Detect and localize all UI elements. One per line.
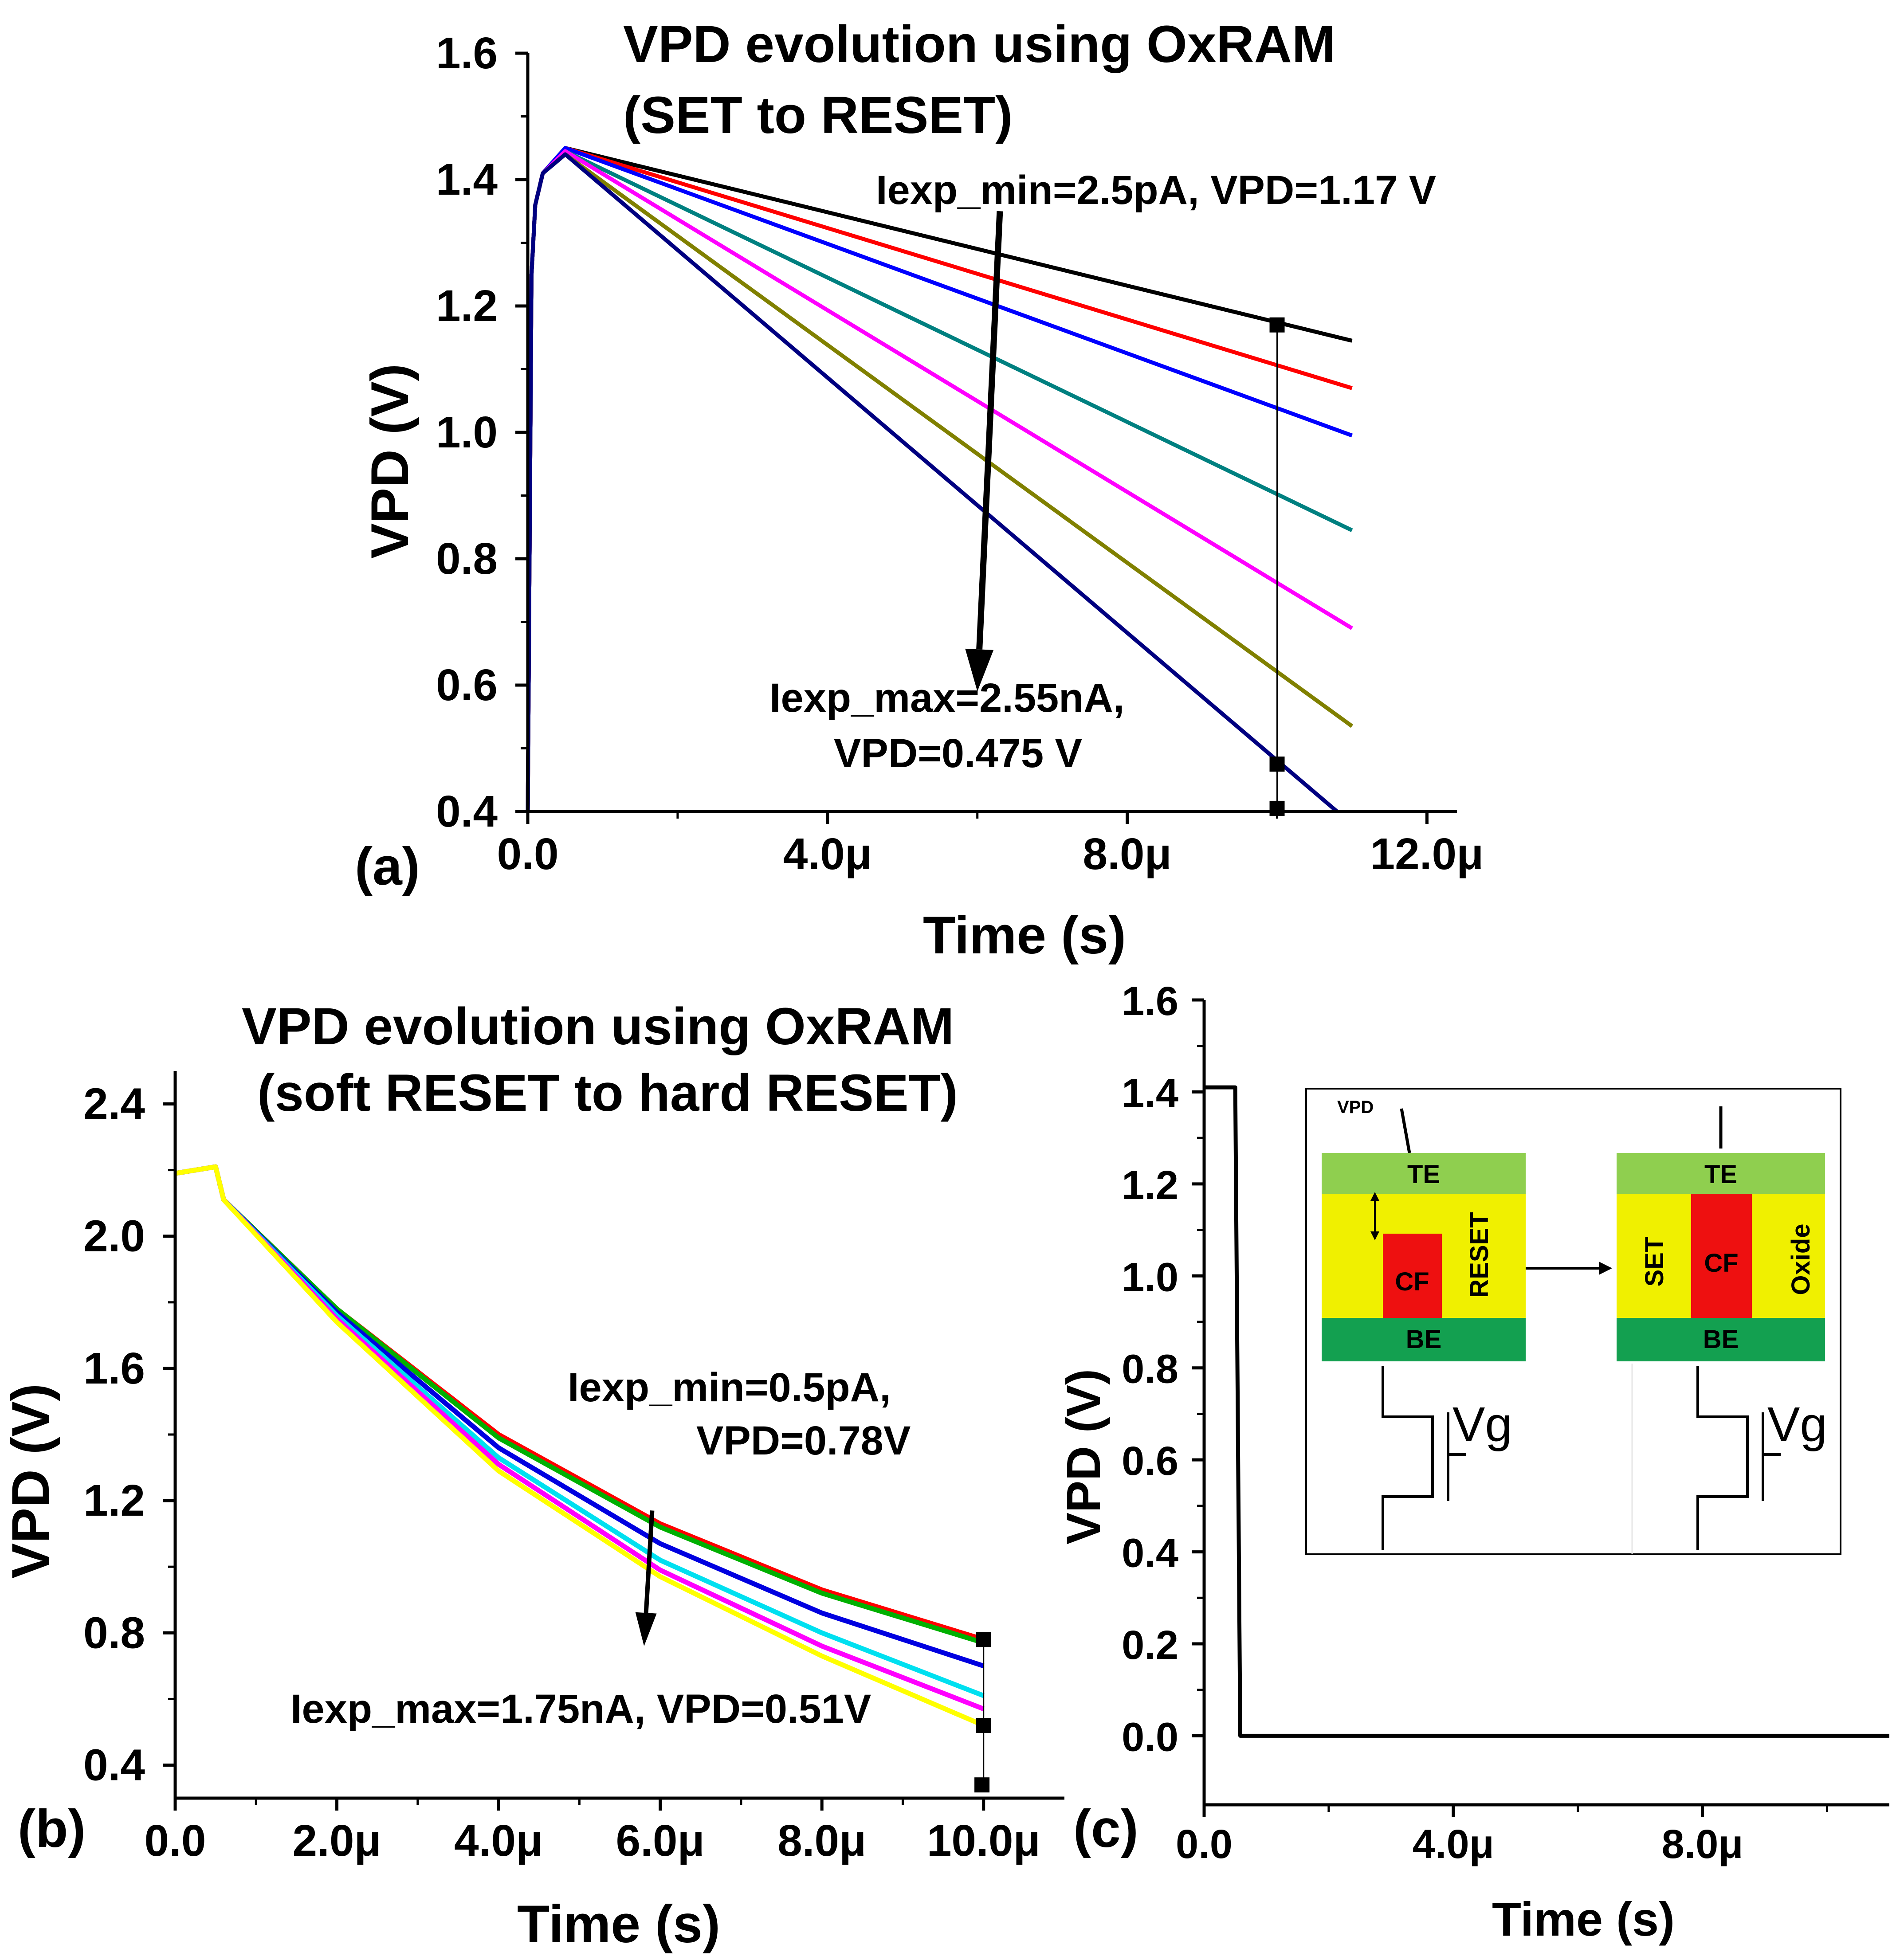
inset-right-be-label: BE (1703, 1325, 1739, 1354)
chart-b-title-line2: (soft RESET to hard RESET) (257, 1064, 958, 1122)
y-tick-label: 2.4 (83, 1079, 145, 1129)
y-tick-label: 2.0 (83, 1211, 145, 1261)
trend-arrow (644, 1510, 655, 1613)
inset-left-transistor (1382, 1366, 1466, 1550)
chart-b: VPD evolution using OxRAM (soft RESET to… (1, 997, 1064, 1954)
y-tick-label: 0.4 (436, 787, 498, 836)
y-tick-label: 0.2 (1122, 1623, 1178, 1668)
y-tick-label: 1.6 (1122, 979, 1178, 1024)
x-tick-label: 0.0 (1176, 1822, 1233, 1867)
y-tick-label: 1.2 (1122, 1163, 1178, 1208)
y-tick-label: 0.8 (436, 534, 498, 584)
panel-label-b: (b) (18, 1799, 86, 1858)
chart-c: 0.0 0.2 0.4 0.6 0.8 1.0 1.2 1.4 1.6 0.0 4.0μ 8.0μ T… (1056, 979, 1889, 1946)
x-tick-label: 6.0μ (616, 1816, 705, 1866)
trend-arrow-head (965, 648, 994, 692)
chart-b-xlabel: Time (s) (517, 1894, 720, 1954)
inset-left-cf-label: CF (1395, 1267, 1429, 1296)
trend-arrow (976, 211, 1003, 650)
y-tick-label: 0.4 (83, 1740, 145, 1790)
inset-left-cf (1383, 1234, 1442, 1318)
data-marker (1269, 317, 1285, 333)
y-tick-label: 1.0 (1122, 1254, 1178, 1300)
inset-left-wire-top (1400, 1108, 1411, 1153)
chart-c-ylabel: VPD (V) (1056, 1369, 1110, 1544)
inset-right-be (1617, 1318, 1825, 1361)
y-tick-label: 0.4 (1122, 1531, 1178, 1576)
y-tick-label: 1.0 (436, 408, 498, 457)
y-tick-label: 0.6 (436, 660, 498, 710)
chart-a-xlabel: Time (s) (923, 906, 1126, 965)
inset-left-be (1322, 1318, 1526, 1361)
chart-a-annotation-top: Iexp_min=2.5pA, VPD=1.17 V (876, 168, 1436, 213)
oxram-inset: VPD TE CF BE RESET TE CF BE SET (1305, 1088, 1841, 1555)
x-tick-label: 12.0μ (1370, 829, 1484, 879)
panel-label-a: (a) (355, 837, 420, 896)
inset-right-te-label: TE (1704, 1160, 1737, 1189)
inset-vg-right: Vg (1767, 1397, 1827, 1452)
inset-right-set-label: SET (1640, 1237, 1669, 1287)
chart-a-title-line1: VPD evolution using OxRAM (623, 15, 1335, 74)
inset-right-cf-label: CF (1704, 1249, 1738, 1278)
chart-a-ylabel: VPD (V) (360, 364, 420, 559)
x-tick-label: 0.0 (144, 1816, 206, 1866)
y-tick-label: 1.4 (1122, 1070, 1178, 1116)
x-tick-label: 10.0μ (927, 1816, 1040, 1866)
chart-b-title-line1: VPD evolution using OxRAM (242, 997, 954, 1056)
data-marker (1269, 800, 1285, 816)
y-tick-label: 1.6 (436, 28, 498, 78)
data-marker (1269, 757, 1285, 772)
chart-a-annotation-bottom-line2: VPD=0.475 V (834, 731, 1082, 776)
data-marker (976, 1718, 991, 1733)
inset-transition-arrow-head (1599, 1262, 1612, 1275)
inset-right-cf (1691, 1194, 1752, 1318)
y-tick-label: 0.6 (1122, 1439, 1178, 1484)
inset-left-te-label: TE (1407, 1160, 1440, 1189)
chart-a-annotation-bottom-line1: Iexp_max=2.55nA, (769, 675, 1124, 721)
y-tick-label: 1.2 (83, 1476, 145, 1525)
inset-gap-arrow-head-down (1370, 1231, 1379, 1240)
x-tick-label: 4.0μ (1413, 1822, 1494, 1867)
inset-left-te (1322, 1153, 1526, 1194)
chart-b-annotation-bottom: Iexp_max=1.75nA, VPD=0.51V (290, 1686, 871, 1732)
series-blue (175, 1164, 985, 1669)
trend-arrow-head (635, 1612, 657, 1646)
data-marker (974, 1777, 990, 1793)
x-tick-label: 8.0μ (1662, 1822, 1743, 1867)
y-tick-label: 1.6 (83, 1344, 145, 1393)
inset-right-oxide-label: Oxide (1786, 1223, 1815, 1295)
x-tick-label: 4.0μ (783, 829, 872, 879)
series-navy (526, 152, 1339, 813)
inset-gap-arrow-head-up (1370, 1192, 1379, 1201)
y-tick-label: 0.0 (1122, 1714, 1178, 1760)
x-tick-label: 4.0μ (454, 1816, 543, 1866)
x-tick-label: 0.0 (497, 829, 558, 879)
chart-c-xlabel: Time (s) (1492, 1892, 1675, 1946)
chart-b-annotation-top-line1: Iexp_min=0.5pA, (568, 1365, 891, 1410)
y-tick-label: 0.8 (1122, 1347, 1178, 1392)
inset-left-reset-label: RESET (1465, 1212, 1494, 1298)
x-tick-label: 8.0μ (1083, 829, 1172, 879)
x-tick-label: 2.0μ (292, 1816, 381, 1866)
inset-right-te (1617, 1153, 1825, 1194)
y-tick-label: 1.2 (436, 281, 498, 331)
inset-vpd-label: VPD (1337, 1098, 1374, 1117)
chart-a: VPD evolution using OxRAM (SET to RESET)… (355, 15, 1484, 965)
inset-left-be-label: BE (1406, 1325, 1442, 1354)
series-yellow (175, 1164, 985, 1728)
y-tick-label: 0.8 (83, 1608, 145, 1658)
inset-right-transistor (1696, 1366, 1781, 1550)
data-marker (976, 1632, 991, 1647)
y-tick-label: 1.4 (436, 155, 498, 204)
series-VPD (1204, 1085, 1889, 1738)
panel-label-c: (c) (1073, 1799, 1138, 1858)
chart-b-annotation-top-line2: VPD=0.78V (696, 1418, 911, 1463)
chart-b-ylabel: VPD (V) (1, 1384, 60, 1579)
inset-vg-left: Vg (1452, 1397, 1512, 1452)
chart-a-title-line2: (SET to RESET) (623, 86, 1013, 145)
x-tick-label: 8.0μ (777, 1816, 866, 1866)
